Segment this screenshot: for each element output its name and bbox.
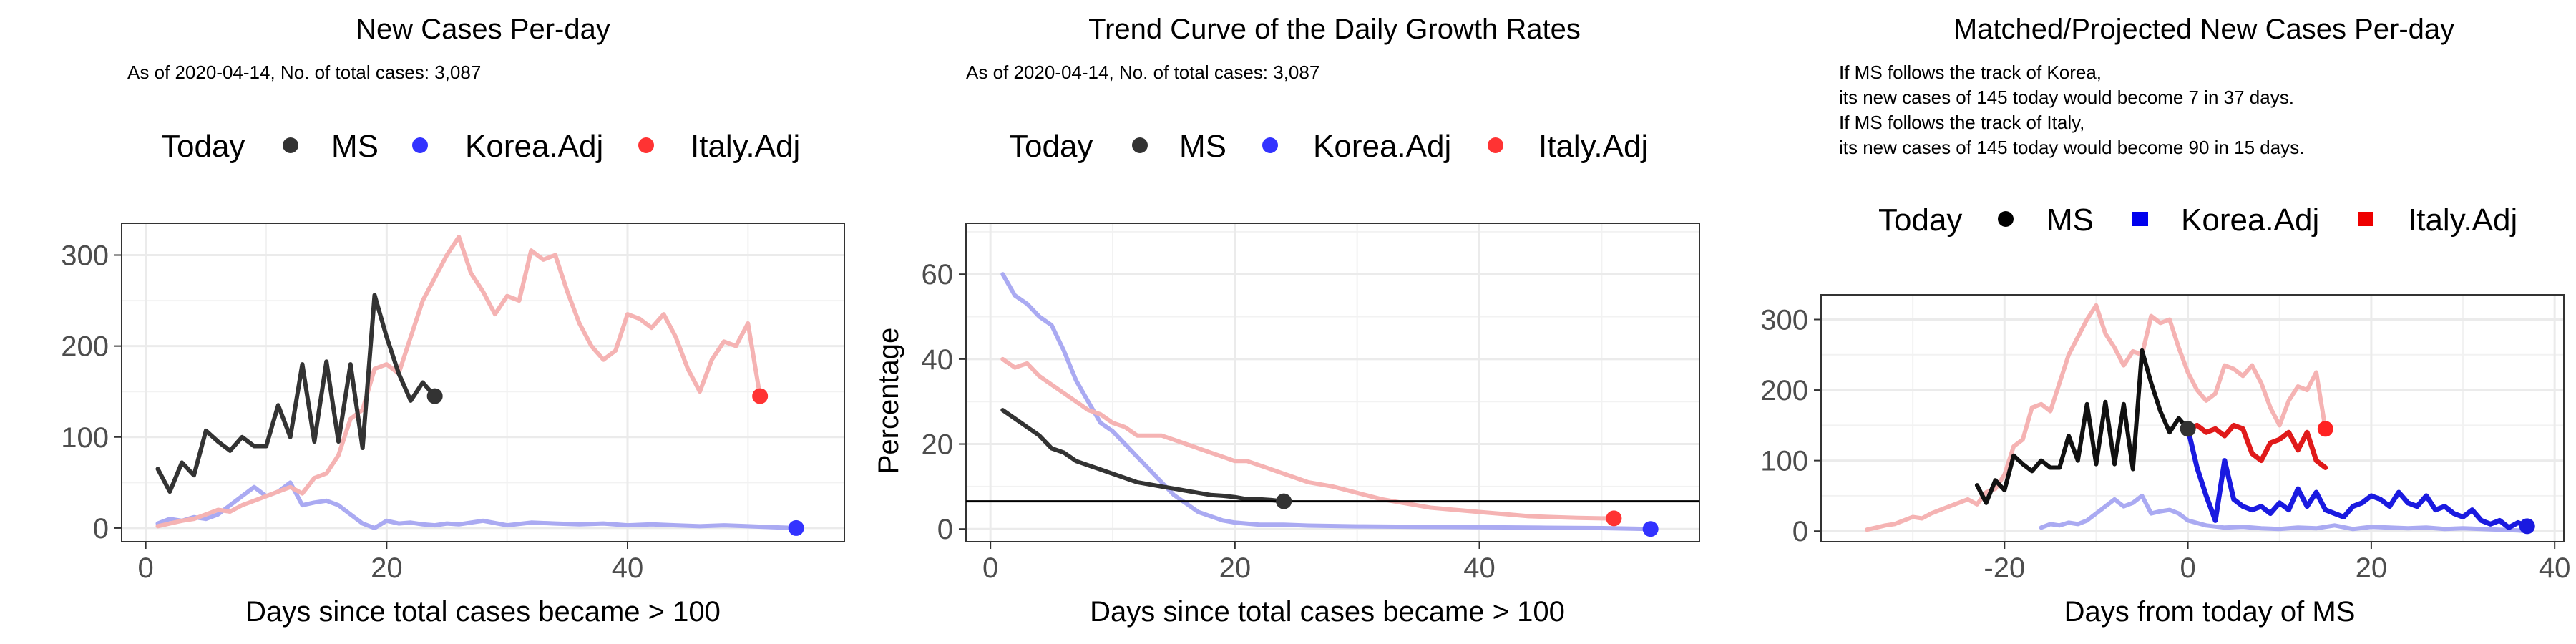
legend-korea-label: Korea.Adj [465, 129, 603, 164]
today-point-korea-adj-projected [2519, 518, 2535, 535]
x-tick-label: 20 [2356, 552, 2388, 584]
legend-ms-label: MS [2046, 203, 2094, 238]
x-tick-label: -20 [1984, 552, 2025, 584]
legend-ms-swatch [1132, 137, 1148, 153]
plot-area: -20 0 20 40 0 100 200 300 [1760, 294, 2571, 584]
legend-italy-swatch [2358, 212, 2373, 226]
today-point-ms [2180, 421, 2196, 437]
plot-area: 0 20 40 0 100 200 300 [61, 223, 845, 584]
y-tick-label: 0 [937, 514, 953, 545]
y-tick-label: 200 [61, 331, 109, 363]
legend-korea-label: Korea.Adj [1313, 129, 1451, 164]
projection-notes: If MS follows the track of Korea, its ne… [1839, 62, 2304, 158]
series-line-korea-adj [2039, 493, 2529, 534]
series-line-korea-adj-projected [2185, 426, 2530, 530]
legend: Today MS Korea.Adj Italy.Adj [161, 129, 800, 164]
legend-today-label: Today [1009, 129, 1093, 164]
chart-subtitle: As of 2020-04-14, No. of total cases: 3,… [966, 62, 1319, 83]
y-tick-label: 0 [93, 513, 109, 545]
x-tick-label: 40 [612, 552, 644, 584]
x-tick-label: 0 [2180, 552, 2195, 584]
today-point-italy-adj [752, 388, 769, 404]
projection-note-line: its new cases of 145 today would become … [1839, 137, 2304, 158]
series-line-ms [1974, 348, 2190, 505]
chart-title: New Cases Per-day [356, 14, 610, 45]
projection-note-line: If MS follows the track of Korea, [1839, 62, 2102, 83]
series-line-italy-adj-projected [2185, 422, 2328, 470]
legend: Today MS Korea.Adj Italy.Adj [1009, 129, 1648, 164]
chart-title: Trend Curve of the Daily Growth Rates [1088, 14, 1581, 45]
legend-italy-label: Italy.Adj [691, 129, 800, 164]
today-point-korea-adj [1642, 521, 1659, 537]
x-axis-label: Days since total cases became > 100 [245, 596, 721, 628]
y-tick-label: 300 [61, 240, 109, 272]
chart-panel-projected: Matched/Projected New Cases Per-day If M… [1839, 14, 2517, 628]
legend-korea-swatch [2132, 212, 2148, 226]
today-point-italy-adj [1606, 510, 1622, 527]
series-line-korea-adj [155, 480, 799, 530]
series-line-italy-adj [155, 235, 763, 529]
chart-subtitle: As of 2020-04-14, No. of total cases: 3,… [127, 62, 481, 83]
projection-note-line: its new cases of 145 today would become … [1839, 87, 2294, 108]
x-axis-label: Days since total cases became > 100 [1090, 596, 1565, 628]
series-line-korea-adj [1000, 272, 1653, 532]
today-point-ms [1276, 493, 1292, 509]
plot-area: 0 20 40 0 20 40 60 [922, 223, 1700, 584]
series-line-italy-adj [1865, 303, 2328, 532]
y-tick-label: 300 [1760, 305, 1808, 336]
x-tick-label: 0 [982, 552, 998, 584]
legend-italy-swatch [1488, 137, 1503, 153]
x-tick-label: 20 [1219, 552, 1252, 584]
legend-korea-swatch [1262, 137, 1278, 153]
legend-ms-label: MS [331, 129, 379, 164]
series-line-ms [1000, 408, 1287, 504]
x-tick-label: 40 [2539, 552, 2571, 584]
panel-border [1820, 294, 2565, 542]
legend-korea-label: Korea.Adj [2181, 203, 2319, 238]
today-point-korea-adj [788, 519, 804, 536]
legend-italy-label: Italy.Adj [2408, 203, 2517, 238]
legend-ms-label: MS [1179, 129, 1226, 164]
panel-border [965, 223, 1700, 542]
today-point-italy-adj-projected [2317, 421, 2333, 437]
panel-border [121, 223, 845, 542]
legend: Today MS Korea.Adj Italy.Adj [1878, 203, 2517, 238]
y-tick-label: 200 [1760, 375, 1808, 406]
chart-panel-new-cases: New Cases Per-day As of 2020-04-14, No. … [127, 14, 800, 628]
x-tick-label: 40 [1463, 552, 1496, 584]
chart-panel-growth-rates: Trend Curve of the Daily Growth Rates As… [873, 14, 1648, 628]
series-line-italy-adj [1000, 356, 1616, 521]
y-tick-label: 100 [1760, 446, 1808, 477]
x-tick-label: 0 [138, 552, 154, 584]
y-tick-label: 40 [922, 344, 954, 376]
y-axis-label: Percentage [873, 328, 904, 474]
series-line-ms [155, 293, 437, 494]
legend-ms-swatch [283, 137, 298, 153]
y-tick-label: 100 [61, 422, 109, 454]
legend-ms-swatch [1998, 211, 2014, 227]
y-tick-label: 0 [1792, 516, 1808, 547]
legend-italy-label: Italy.Adj [1538, 129, 1648, 164]
legend-korea-swatch [412, 137, 428, 153]
chart-title: Matched/Projected New Cases Per-day [1953, 14, 2454, 45]
legend-today-label: Today [1878, 203, 1962, 238]
x-tick-label: 20 [371, 552, 403, 584]
today-point-ms [426, 388, 443, 404]
x-axis-label: Days from today of MS [2064, 596, 2356, 628]
legend-today-label: Today [161, 129, 245, 164]
projection-note-line: If MS follows the track of Italy, [1839, 112, 2084, 133]
y-tick-label: 20 [922, 429, 954, 461]
legend-italy-swatch [638, 137, 654, 153]
y-tick-label: 60 [922, 259, 954, 291]
